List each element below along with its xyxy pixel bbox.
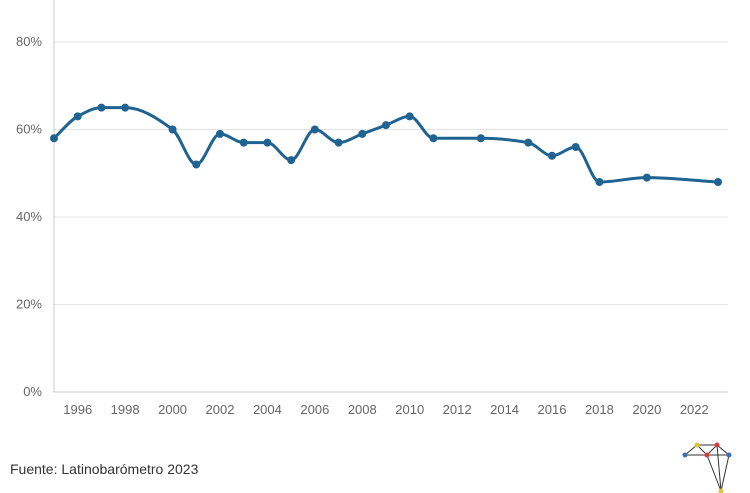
x-tick-label: 2018 [585,402,614,417]
data-point-2017 [572,143,580,151]
x-tick-label: 2020 [632,402,661,417]
gridlines [54,42,728,305]
x-axis-tick-labels: 1996 1998 2000 2002 2004 2006 2008 2010 2012 2014… [63,402,708,417]
data-point-2004 [263,139,271,147]
x-tick-label: 2002 [206,402,235,417]
data-point-2002 [216,130,224,138]
source-note: Fuente: Latinobarómetro 2023 [10,461,198,477]
x-tick-label: 1998 [111,402,140,417]
x-tick-label: 2012 [443,402,472,417]
data-point-1995 [50,134,58,142]
data-point-1998 [121,104,129,112]
data-point-2000 [169,126,177,134]
y-tick-label: 40% [16,209,42,224]
x-tick-label: 2006 [300,402,329,417]
data-point-2005 [287,156,295,164]
x-tick-label: 2022 [680,402,709,417]
x-tick-label: 2008 [348,402,377,417]
data-point-2010 [406,112,414,120]
data-point-2016 [548,152,556,160]
data-point-2020 [643,174,651,182]
y-axis-tick-labels: 0% 20% 40% 60% 80% [16,34,42,399]
data-point-2015 [524,139,532,147]
x-tick-label: 1996 [63,402,92,417]
y-tick-label: 20% [16,297,42,312]
data-point-2006 [311,126,319,134]
data-point-2008 [358,130,366,138]
line-chart: 0% 20% 40% 60% 80% 1996 1998 2000 2002 2004 2006 2… [0,0,750,440]
series-line [54,108,718,182]
network-logo-icon [681,439,735,493]
data-point-2003 [240,139,248,147]
x-tick-label: 2016 [538,402,567,417]
data-point-2013 [477,134,485,142]
data-point-2018 [595,178,603,186]
data-point-2007 [335,139,343,147]
data-point-2011 [429,134,437,142]
y-tick-label: 60% [16,122,42,137]
y-tick-label: 0% [23,384,42,399]
y-tick-label: 80% [16,34,42,49]
data-point-1997 [97,104,105,112]
data-point-1996 [74,112,82,120]
data-point-2009 [382,121,390,129]
x-tick-label: 2014 [490,402,519,417]
data-point-2023 [714,178,722,186]
x-tick-label: 2004 [253,402,282,417]
x-tick-label: 2010 [395,402,424,417]
x-tick-label: 2000 [158,402,187,417]
data-point-2001 [192,161,200,169]
